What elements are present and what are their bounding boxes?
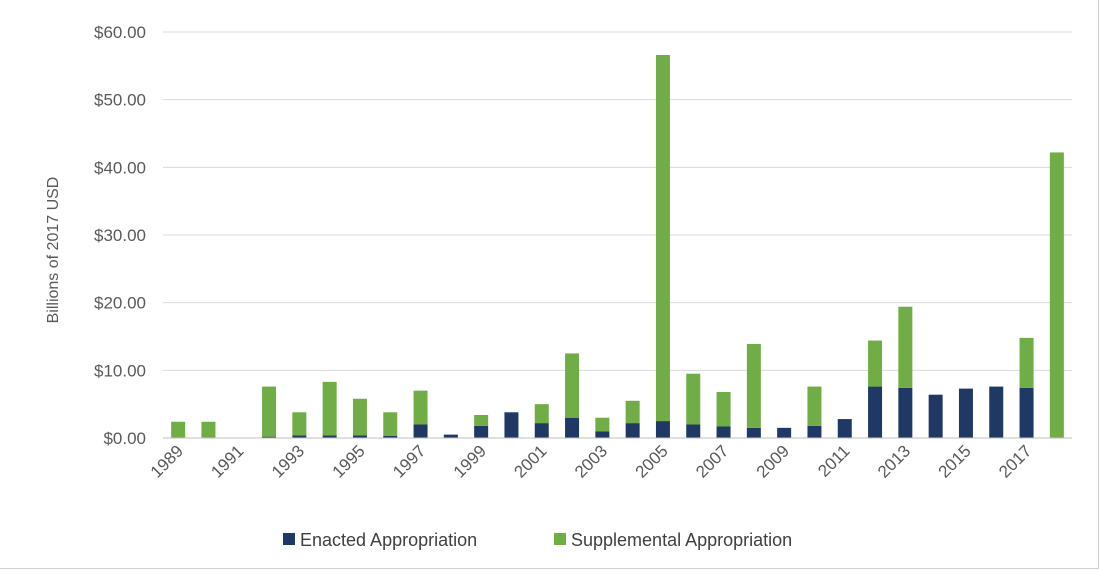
bar-enacted-1997 (413, 424, 428, 438)
bar-enacted-2012 (868, 386, 883, 438)
bar-supplemental-1999 (474, 414, 489, 426)
bar-enacted-2001 (534, 423, 549, 438)
x-tick-label: 2011 (814, 441, 853, 480)
bar-supplemental-2017 (1019, 337, 1034, 388)
x-tick-label: 2003 (571, 441, 611, 481)
bar-supplemental-2007 (716, 391, 731, 427)
bar-enacted-2005 (655, 421, 670, 438)
bar-supplemental-2013 (898, 306, 913, 388)
gridlines (163, 31, 1072, 371)
bar-supplemental-1992 (262, 386, 277, 437)
bar-supplemental-1989 (171, 421, 186, 438)
bar-supplemental-2002 (565, 353, 580, 418)
bar-enacted-1994 (322, 435, 337, 438)
x-tick-label: 2015 (935, 441, 975, 481)
x-tick-label: 1999 (450, 441, 490, 481)
legend-swatch-supplemental (554, 533, 566, 545)
y-tick-label: $40.00 (94, 158, 146, 177)
bar-enacted-2016 (989, 386, 1004, 438)
bar-enacted-2011 (837, 419, 852, 438)
bar-supplemental-2003 (595, 417, 610, 432)
bar-enacted-1992 (262, 436, 277, 438)
bar-enacted-2009 (777, 427, 792, 438)
x-axis-ticks: 1989 1991 1993 1995 1997 1999 2001 2003 2005 2007… (147, 441, 1036, 481)
x-tick-label: 1991 (207, 441, 247, 481)
x-tick-label: 2017 (995, 441, 1035, 481)
bar-enacted-1999 (474, 425, 489, 438)
bar-enacted-2008 (746, 427, 761, 438)
bar-supplemental-2010 (807, 386, 822, 426)
bar-enacted-2007 (716, 426, 731, 438)
x-tick-label: 2001 (510, 441, 550, 481)
bar-enacted-1996 (383, 435, 398, 438)
bar-supplemental-1990 (201, 421, 216, 438)
bar-enacted-1993 (292, 435, 307, 438)
legend-swatch-enacted (283, 533, 295, 545)
legend-label-enacted: Enacted Appropriation (300, 530, 477, 550)
x-tick-label: 2007 (692, 441, 732, 481)
bar-supplemental-1995 (352, 398, 367, 436)
bars (171, 55, 1064, 439)
x-tick-label: 2009 (753, 441, 793, 481)
bar-supplemental-2018 (1049, 152, 1064, 439)
y-tick-label: $10.00 (94, 361, 146, 380)
y-tick-label: $20.00 (94, 294, 146, 313)
x-tick-label: 1995 (329, 441, 369, 481)
legend: Enacted Appropriation Supplemental Appro… (283, 530, 792, 550)
bar-enacted-2017 (1019, 387, 1034, 438)
bar-supplemental-1997 (413, 390, 428, 425)
y-axis-ticks: $0.00 $10.00 $20.00 $30.00 $40.00 $50.00 $60.0… (94, 23, 146, 448)
bar-enacted-2004 (625, 423, 640, 438)
y-tick-label: $50.00 (94, 91, 146, 110)
bar-supplemental-2012 (868, 340, 883, 387)
bar-supplemental-2008 (746, 343, 761, 428)
x-tick-label: 2005 (632, 441, 672, 481)
y-tick-label: $0.00 (103, 429, 146, 448)
x-tick-label: 1997 (389, 441, 429, 481)
y-axis-label: Billions of 2017 USD (45, 177, 62, 324)
bar-enacted-1995 (352, 435, 367, 438)
bar-supplemental-1994 (322, 381, 337, 436)
bar-supplemental-2001 (534, 404, 549, 424)
bar-supplemental-2006 (686, 373, 701, 425)
bar-enacted-2006 (686, 424, 701, 438)
bar-enacted-2010 (807, 425, 822, 438)
bar-enacted-2015 (958, 388, 973, 438)
x-tick-label: 1993 (268, 441, 308, 481)
bar-supplemental-1993 (292, 412, 307, 436)
bar-enacted-2002 (565, 417, 580, 438)
bar-supplemental-2004 (625, 400, 640, 424)
y-tick-label: $60.00 (94, 23, 146, 42)
bar-enacted-2000 (504, 412, 519, 438)
bar-supplemental-1996 (383, 412, 398, 436)
bar-enacted-2013 (898, 387, 913, 438)
bar-enacted-2003 (595, 431, 610, 438)
bar-enacted-2014 (928, 394, 943, 438)
bar-supplemental-2005 (655, 55, 670, 422)
x-tick-label: 2013 (874, 441, 914, 481)
y-tick-label: $30.00 (94, 226, 146, 245)
legend-label-supplemental: Supplemental Appropriation (571, 530, 792, 550)
x-tick-label: 1989 (147, 441, 187, 481)
bar-enacted-1998 (443, 434, 458, 438)
